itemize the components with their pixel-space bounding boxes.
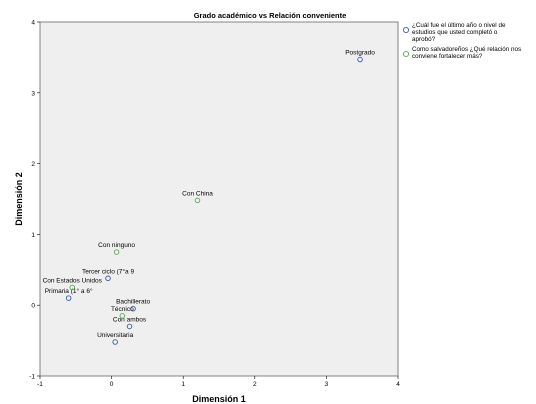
data-point-marker: [119, 313, 126, 319]
data-point-marker: [65, 295, 72, 301]
data-point-label: Tercer ciclo (7°a 9: [82, 267, 134, 275]
data-point-label: Postgrado: [345, 50, 375, 57]
y-tick-label: 3: [31, 90, 35, 97]
y-tick-label: -1: [29, 374, 35, 381]
y-tick-label: 0: [31, 303, 35, 310]
data-point-label: Con Estados Unidos: [43, 278, 103, 285]
y-axis-title: Dimensión 2: [14, 172, 24, 226]
y-tick-label: 4: [31, 20, 35, 27]
legend-label: ¿Cuál fue el último año o nivel de: [412, 22, 506, 29]
x-axis-title: Dimensión 1: [192, 394, 246, 404]
x-tick-label: 4: [396, 381, 400, 388]
x-tick-label: 2: [253, 381, 257, 388]
data-point-label: Con ninguno: [98, 242, 135, 249]
legend-label: estudios que usted completó o: [412, 29, 498, 36]
data-point-label: Con ambos: [113, 316, 147, 323]
x-tick-label: 1: [181, 381, 185, 388]
data-point-marker: [357, 56, 363, 63]
y-tick-label: 1: [31, 232, 35, 239]
x-tick-label: 3: [325, 381, 329, 388]
data-point-marker: [130, 305, 136, 312]
data-point-marker: [194, 197, 201, 204]
legend-marker: [402, 50, 410, 58]
data-point-marker: [69, 284, 75, 291]
x-tick-label: 0: [110, 381, 114, 388]
data-point-marker: [112, 339, 118, 345]
data-point-label: Técnico: [111, 306, 134, 313]
data-point-label: Con China: [182, 190, 213, 197]
axis-ticks: -1 0 1 2 3 4 -1 0 1 2 3 4: [29, 20, 400, 389]
legend-label: conviene fortalecer más?: [412, 53, 483, 60]
y-tick-label: 2: [31, 161, 35, 168]
data-point-label: Bachillerato: [116, 299, 150, 306]
data-point-label: Primaria (1° a 6°: [45, 287, 93, 295]
plot-area: [39, 21, 399, 377]
x-tick-label: -1: [37, 381, 43, 388]
data-point-label: Universitaria: [97, 332, 134, 339]
chart-title: Grado académico vs Relación conveniente: [194, 11, 347, 20]
legend-label: aprobó?: [412, 36, 436, 43]
legend: ¿Cuál fue el último año o nivel deestudi…: [402, 22, 521, 60]
data-point-marker: [113, 249, 120, 255]
data-points: Postgrado Tercer ciclo (7°a 9 Primaria (1°…: [43, 50, 375, 345]
legend-label: Como salvadoreños ¿Qué relación nos: [412, 46, 521, 53]
data-point-marker: [126, 323, 133, 330]
data-point-marker: [105, 275, 111, 282]
legend-marker: [402, 26, 410, 34]
